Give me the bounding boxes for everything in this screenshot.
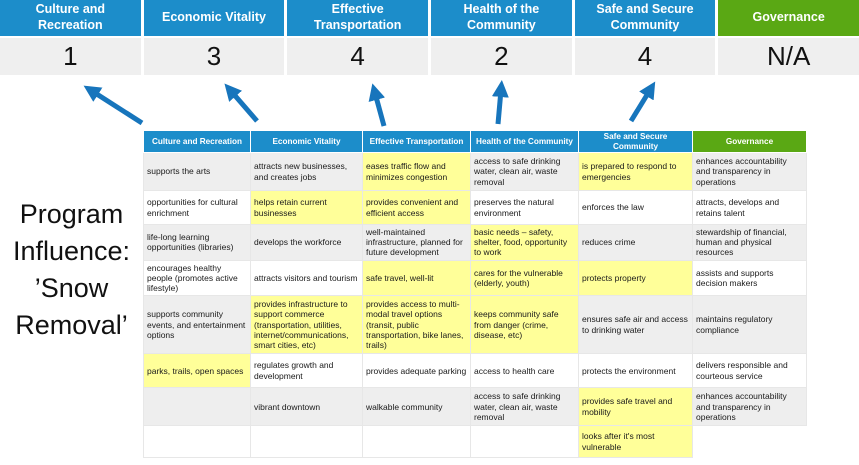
matrix-cell: maintains regulatory compliance	[692, 295, 807, 355]
matrix-cell: develops the workforce	[250, 224, 363, 261]
matrix-cell: attracts, develops and retains talent	[692, 190, 807, 225]
matrix-col-header-culture-and-recreation: Culture and Recreation	[143, 130, 251, 153]
matrix-cell: assists and supports decision makers	[692, 259, 807, 297]
arrow-economic-vitality	[224, 83, 259, 123]
matrix-cell: enhances accountability and transparency…	[692, 152, 807, 191]
matrix-cell: attracts visitors and tourism	[250, 259, 363, 297]
matrix-cell: provides adequate parking	[362, 353, 471, 389]
arrow-safe-secure-community	[628, 81, 656, 123]
matrix-cell: protects the environment	[578, 353, 693, 389]
matrix-cell: delivers responsible and courteous servi…	[692, 353, 807, 389]
matrix-cell: encourages healthy people (promotes acti…	[143, 259, 251, 297]
matrix-cell: provides infrastructure to support comme…	[250, 295, 363, 355]
summary-score-safe-and-secure-community: 4	[574, 38, 716, 75]
matrix-cell: supports the arts	[143, 152, 251, 191]
matrix-cell	[362, 425, 471, 459]
summary-score-economic-vitality: 3	[143, 38, 285, 75]
summary-score-effective-transportation: 4	[287, 38, 428, 75]
matrix-cell: attracts new businesses, and creates job…	[250, 152, 363, 191]
summary-header-safe-and-secure-community: Safe and Secure Community	[574, 0, 716, 36]
priority-summary: Culture and Recreation Economic Vitality E…	[0, 0, 859, 75]
summary-score-health-of-the-community: 2	[431, 38, 572, 75]
summary-header-effective-transportation: Effective Transportation	[287, 0, 428, 36]
matrix-cell: safe travel, well-lit	[362, 259, 471, 297]
priority-matrix-table: Culture and Recreation Economic Vitality E…	[143, 130, 807, 459]
matrix-cell: life-long learning opportunities (librar…	[143, 224, 251, 261]
matrix-cell: enhances accountability and transparency…	[692, 387, 807, 427]
matrix-cell: provides access to multi-modal travel op…	[362, 295, 471, 355]
matrix-col-header-health-of-the-community: Health of the Community	[470, 130, 579, 153]
summary-score-governance: N/A	[718, 38, 859, 75]
matrix-row: supports the arts attracts new businesses…	[143, 152, 807, 191]
matrix-cell: ensures safe air and access to drinking …	[578, 295, 693, 355]
matrix-cell: provides convenient and efficient access	[362, 190, 471, 225]
matrix-cell	[470, 425, 579, 459]
matrix-col-header-governance: Governance	[692, 130, 807, 153]
matrix-cell: reduces crime	[578, 224, 693, 261]
matrix-cell	[143, 425, 251, 459]
matrix-cell: preserves the natural environment	[470, 190, 579, 225]
matrix-cell: basic needs – safety, shelter, food, opp…	[470, 224, 579, 261]
matrix-cell: regulates growth and development	[250, 353, 363, 389]
matrix-header-row: Culture and Recreation Economic Vitality E…	[143, 130, 807, 153]
matrix-col-header-economic-vitality: Economic Vitality	[250, 130, 363, 153]
matrix-row: looks after it's most vulnerable	[143, 425, 807, 459]
summary-header-governance: Governance	[718, 0, 859, 36]
arrow-effective-transportation	[368, 83, 387, 127]
matrix-row: supports community events, and entertain…	[143, 295, 807, 355]
matrix-cell: well-maintained infrastructure, planned …	[362, 224, 471, 261]
matrix-row: vibrant downtown walkable community access…	[143, 387, 807, 427]
matrix-cell	[143, 387, 251, 427]
arrow-health-community	[491, 80, 509, 125]
program-influence-label: Program Influence: ’Snow Removal’	[12, 199, 131, 340]
matrix-cell: provides safe travel and mobility	[578, 387, 693, 427]
matrix-row: parks, trails, open spaces regulates grow…	[143, 353, 807, 389]
matrix-cell: stewardship of financial, human and phys…	[692, 224, 807, 261]
matrix-cell: access to safe drinking water, clean air…	[470, 152, 579, 191]
matrix-cell: keeps community safe from danger (crime,…	[470, 295, 579, 355]
summary-header-culture-and-recreation: Culture and Recreation	[0, 0, 141, 36]
matrix-cell: enforces the law	[578, 190, 693, 225]
summary-score-culture-and-recreation: 1	[0, 38, 141, 75]
matrix-cell: looks after it's most vulnerable	[578, 425, 693, 459]
matrix-row: opportunities for cultural enrichment hel…	[143, 190, 807, 225]
matrix-cell: access to health care	[470, 353, 579, 389]
matrix-cell	[692, 425, 807, 458]
matrix-col-header-safe-and-secure-community: Safe and Secure Community	[578, 130, 693, 153]
matrix-cell: parks, trails, open spaces	[143, 353, 251, 389]
summary-header-health-of-the-community: Health of the Community	[431, 0, 572, 36]
matrix-cell: supports community events, and entertain…	[143, 295, 251, 355]
matrix-cell: opportunities for cultural enrichment	[143, 190, 251, 225]
matrix-cell: is prepared to respond to emergencies	[578, 152, 693, 191]
matrix-cell: access to safe drinking water, clean air…	[470, 387, 579, 427]
matrix-cell: eases traffic flow and minimizes congest…	[362, 152, 471, 191]
matrix-col-header-effective-transportation: Effective Transportation	[362, 130, 471, 153]
matrix-cell: helps retain current businesses	[250, 190, 363, 225]
matrix-row: life-long learning opportunities (librar…	[143, 224, 807, 261]
influence-arrows	[83, 80, 656, 127]
matrix-row: encourages healthy people (promotes acti…	[143, 259, 807, 297]
matrix-cell: vibrant downtown	[250, 387, 363, 427]
matrix-cell: cares for the vulnerable (elderly, youth…	[470, 259, 579, 297]
matrix-cell	[250, 425, 363, 459]
arrow-culture-recreation	[83, 85, 144, 126]
matrix-cell: protects property	[578, 259, 693, 297]
summary-header-economic-vitality: Economic Vitality	[143, 0, 285, 36]
matrix-cell: walkable community	[362, 387, 471, 427]
